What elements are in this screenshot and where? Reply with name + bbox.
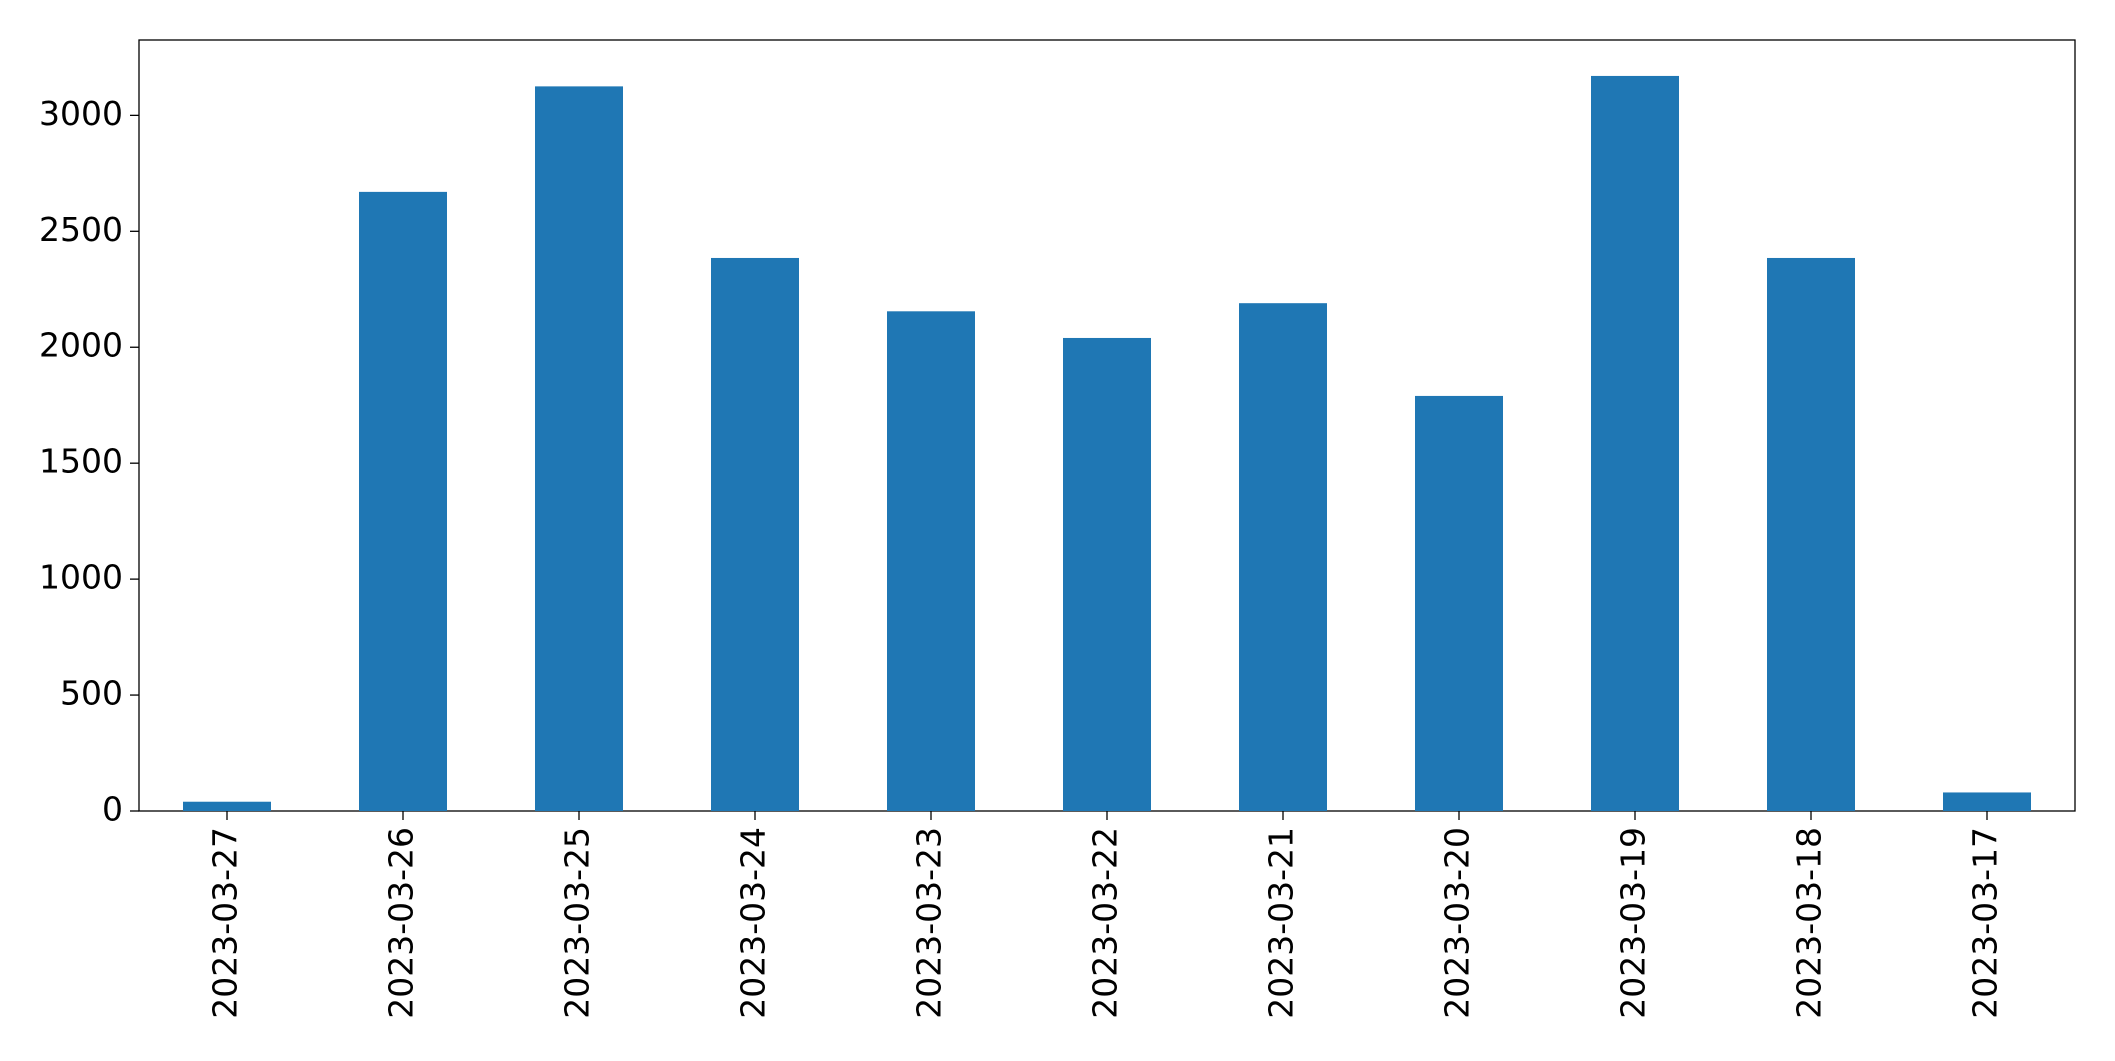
bar xyxy=(1063,337,1151,811)
y-tick-label: 2500 xyxy=(39,210,123,249)
bar xyxy=(1943,792,2031,811)
bar xyxy=(359,191,447,811)
x-tick-label: 2023-03-21 xyxy=(1262,827,1301,1019)
bar xyxy=(711,257,799,811)
y-tick-label: 0 xyxy=(102,790,123,829)
bar xyxy=(1767,257,1855,811)
x-tick-label: 2023-03-20 xyxy=(1438,827,1477,1019)
bar xyxy=(535,86,623,812)
x-tick-label: 2023-03-26 xyxy=(382,827,421,1019)
x-tick-label: 2023-03-18 xyxy=(1790,827,1829,1019)
y-tick-label: 1000 xyxy=(39,558,123,597)
x-tick-label: 2023-03-17 xyxy=(1966,827,2005,1019)
y-tick-label: 3000 xyxy=(39,94,123,133)
x-tick-label: 2023-03-23 xyxy=(910,827,949,1019)
bar xyxy=(887,311,975,811)
x-tick-label: 2023-03-25 xyxy=(558,827,597,1019)
x-tick-label: 2023-03-27 xyxy=(206,827,245,1019)
y-tick-label: 2000 xyxy=(39,326,123,365)
x-tick-label: 2023-03-19 xyxy=(1614,827,1653,1019)
x-tick-label: 2023-03-22 xyxy=(1086,827,1125,1019)
y-tick-label: 500 xyxy=(60,674,123,713)
y-tick-label: 1500 xyxy=(39,442,123,481)
bar xyxy=(1415,395,1503,811)
bar xyxy=(1239,303,1327,811)
bar xyxy=(183,801,271,811)
x-tick-label: 2023-03-24 xyxy=(734,827,773,1019)
bar xyxy=(1591,75,1679,812)
